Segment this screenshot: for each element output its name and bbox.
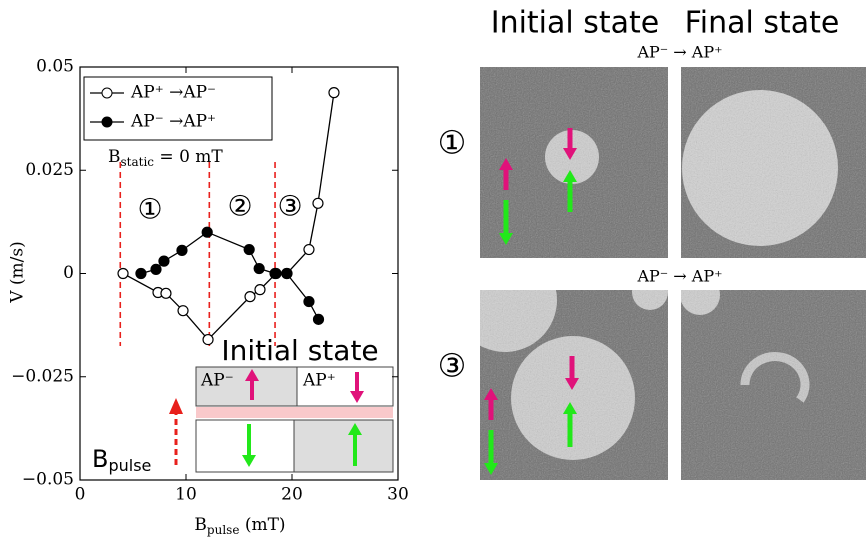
static-sub: static <box>121 155 155 169</box>
data-point <box>202 333 214 346</box>
inset-cell <box>195 419 295 473</box>
arrow-head <box>565 378 579 390</box>
field-symbol: B <box>92 445 108 473</box>
data-point <box>312 313 325 325</box>
data-point <box>150 263 162 275</box>
legend-marker <box>101 116 113 128</box>
inset-title: Initial state <box>221 334 378 367</box>
arrow-head <box>242 455 256 467</box>
row-label: ① <box>438 124 467 162</box>
inset-cell <box>293 419 394 473</box>
arrow-head <box>499 233 513 245</box>
static-symbol: B <box>108 147 121 167</box>
image <box>480 290 668 480</box>
x-tick-label: 0 <box>75 485 86 505</box>
data-point <box>176 244 188 256</box>
data-point <box>303 243 315 256</box>
field-label: Bpulse <box>92 445 151 475</box>
x-label-sub: pulse <box>207 523 240 537</box>
data-point <box>160 287 172 299</box>
y-tick-label: −0.025 <box>11 366 74 386</box>
data-point <box>269 267 281 280</box>
arrow-head <box>348 423 362 435</box>
data-point <box>158 255 170 267</box>
x-label-text: (mT) <box>239 515 285 535</box>
data-point <box>312 197 324 209</box>
y-tick-label: 0.025 <box>25 160 74 180</box>
legend-marker <box>101 87 113 99</box>
image <box>681 290 866 480</box>
x-tick-label: 10 <box>175 485 197 505</box>
data-point <box>135 267 147 280</box>
data-point <box>253 262 265 275</box>
arrow-head <box>245 369 259 381</box>
y-tick-label: 0.05 <box>36 57 74 77</box>
legend-label: AP⁺ →AP⁻ <box>130 83 216 103</box>
inset-cell <box>195 366 298 407</box>
arrow-head <box>484 388 498 400</box>
legend <box>83 76 273 141</box>
x-label-symbol: B <box>194 515 207 535</box>
y-tick-label: −0.05 <box>22 470 74 490</box>
region-label: ① <box>137 193 162 226</box>
static-field: Bstatic = 0 mT <box>108 147 223 169</box>
data-point <box>281 267 293 280</box>
inset-label: AP⁻ <box>200 371 234 391</box>
image <box>681 67 866 258</box>
legend-label: AP⁻ →AP⁺ <box>130 112 216 132</box>
data-point <box>244 291 256 303</box>
data-point <box>254 284 266 296</box>
transition-label: AP⁻ → AP⁺ <box>636 43 722 62</box>
x-tick-label: 20 <box>281 485 303 505</box>
arrow-head <box>484 463 498 475</box>
arrow-head <box>499 158 513 170</box>
inset-spacer <box>196 407 393 418</box>
arrow-head <box>350 391 364 403</box>
x-axis-label: Bpulse (mT) <box>194 515 285 537</box>
data-point <box>243 243 255 256</box>
data-point <box>303 295 315 308</box>
column-title: Initial state <box>491 6 660 41</box>
data-point <box>117 267 129 280</box>
static-text: = 0 mT <box>154 147 223 167</box>
arrow-head <box>563 170 577 182</box>
data-point <box>201 226 213 238</box>
transition-label: AP⁻ → AP⁺ <box>636 267 722 286</box>
data-point <box>328 87 340 99</box>
inset-cell <box>296 366 394 407</box>
column-title: Final state <box>685 6 840 41</box>
arrow-head <box>563 148 577 160</box>
data-point <box>177 305 189 317</box>
inset-label: AP⁺ <box>302 371 336 391</box>
x-tick-label: 30 <box>387 485 409 505</box>
arrows <box>242 128 579 475</box>
field-arrow-head <box>169 398 183 414</box>
row-label: ③ <box>438 347 467 385</box>
region-label: ② <box>227 190 252 223</box>
arrow-head <box>563 402 577 414</box>
field-sub: pulse <box>108 456 151 475</box>
region-label: ③ <box>277 190 302 223</box>
image <box>480 67 668 258</box>
y-axis-label: V (m/s) <box>8 241 28 304</box>
y-tick-label: 0 <box>63 263 74 283</box>
